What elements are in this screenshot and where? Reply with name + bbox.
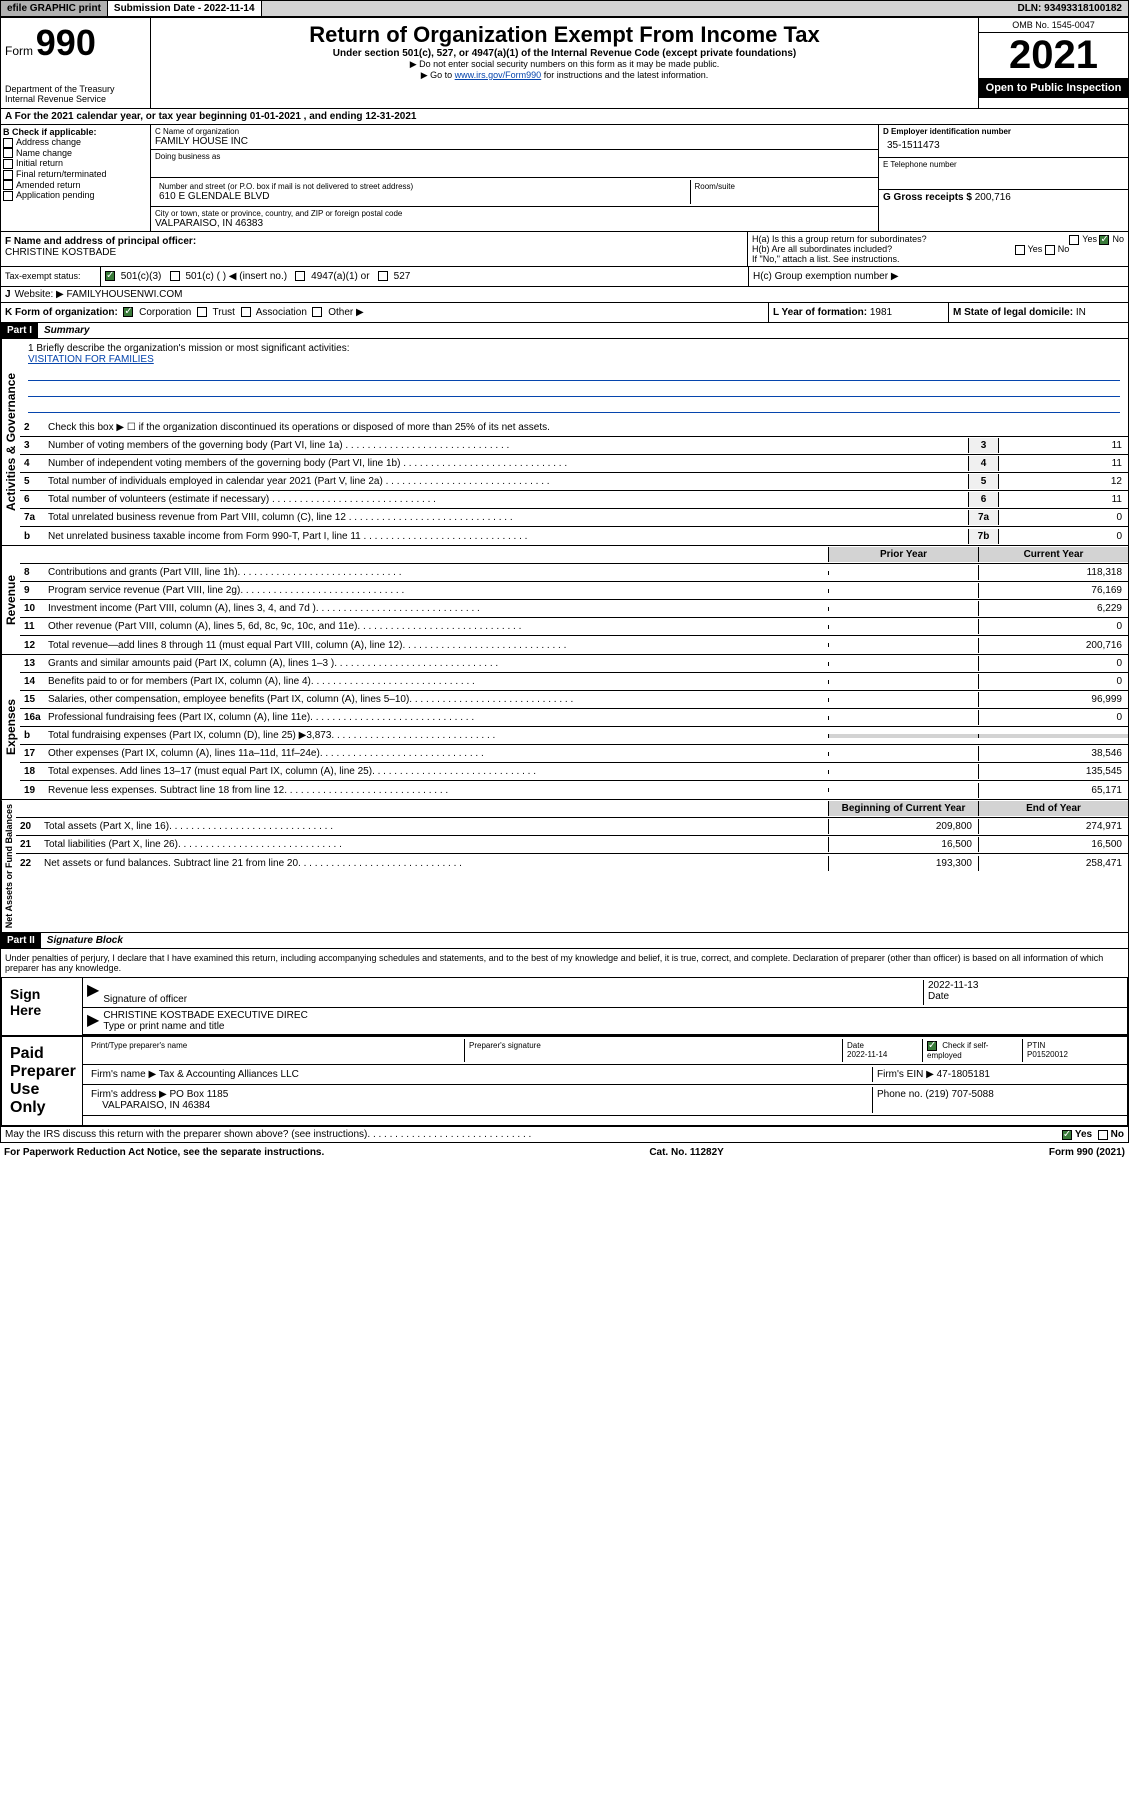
gross-receipts: 200,716 xyxy=(975,192,1011,203)
submission-date: Submission Date - 2022-11-14 xyxy=(108,1,262,16)
dept-label: Department of the Treasury Internal Reve… xyxy=(5,84,146,104)
efile-button[interactable]: efile GRAPHIC print xyxy=(1,1,108,16)
form-header: Form 990 Department of the Treasury Inte… xyxy=(0,17,1129,109)
form-footer: Form 990 (2021) xyxy=(1049,1147,1125,1158)
part2-header: Part II xyxy=(1,933,41,948)
omb-number: OMB No. 1545-0047 xyxy=(979,18,1128,33)
revenue-label: Revenue xyxy=(1,546,20,654)
activities-governance-label: Activities & Governance xyxy=(1,339,20,545)
open-to-public: Open to Public Inspection xyxy=(979,78,1128,98)
org-name: FAMILY HOUSE INC xyxy=(155,136,874,147)
part1-title: Summary xyxy=(38,323,96,338)
subtitle-2: ▶ Do not enter social security numbers o… xyxy=(155,59,974,70)
section-a: A For the 2021 calendar year, or tax yea… xyxy=(0,109,1129,125)
city: VALPARAISO, IN 46383 xyxy=(155,218,874,229)
net-assets-label: Net Assets or Fund Balances xyxy=(1,800,16,932)
mission-text: VISITATION FOR FAMILIES xyxy=(28,354,1120,365)
penalties-text: Under penalties of perjury, I declare th… xyxy=(0,949,1129,978)
col-b: B Check if applicable: Address changeNam… xyxy=(1,125,151,231)
expenses-label: Expenses xyxy=(1,655,20,799)
form-title: Return of Organization Exempt From Incom… xyxy=(155,22,974,48)
col-c: C Name of organizationFAMILY HOUSE INC D… xyxy=(151,125,878,231)
sign-here-label: Sign Here xyxy=(2,978,82,1035)
ein: 35-1511473 xyxy=(883,136,1124,155)
part1-header: Part I xyxy=(1,323,38,338)
part2-title: Signature Block xyxy=(41,933,129,948)
firm-name: Tax & Accounting Alliances LLC xyxy=(159,1069,299,1080)
form-label: Form xyxy=(5,44,33,58)
subtitle-3: ▶ Go to www.irs.gov/Form990 for instruct… xyxy=(155,70,974,81)
principal-officer: CHRISTINE KOSTBADE xyxy=(5,247,743,258)
dln: DLN: 93493318100182 xyxy=(1011,1,1128,16)
paid-preparer-label: Paid Preparer Use Only xyxy=(2,1037,82,1125)
cat-no: Cat. No. 11282Y xyxy=(649,1147,723,1158)
website-label: J xyxy=(5,289,11,300)
instructions-link[interactable]: www.irs.gov/Form990 xyxy=(455,70,542,80)
street: 610 E GLENDALE BLVD xyxy=(159,191,686,202)
subtitle-1: Under section 501(c), 527, or 4947(a)(1)… xyxy=(155,48,974,59)
form-number: 990 xyxy=(36,22,96,63)
top-bar: efile GRAPHIC print Submission Date - 20… xyxy=(0,0,1129,17)
paperwork-notice: For Paperwork Reduction Act Notice, see … xyxy=(4,1147,324,1158)
officer-name: CHRISTINE KOSTBADE EXECUTIVE DIREC xyxy=(103,1010,307,1021)
website: FAMILYHOUSENWI.COM xyxy=(67,289,183,300)
tax-year: 2021 xyxy=(979,33,1128,78)
block-bcd: B Check if applicable: Address changeNam… xyxy=(0,125,1129,232)
col-d: D Employer identification number35-15114… xyxy=(878,125,1128,231)
